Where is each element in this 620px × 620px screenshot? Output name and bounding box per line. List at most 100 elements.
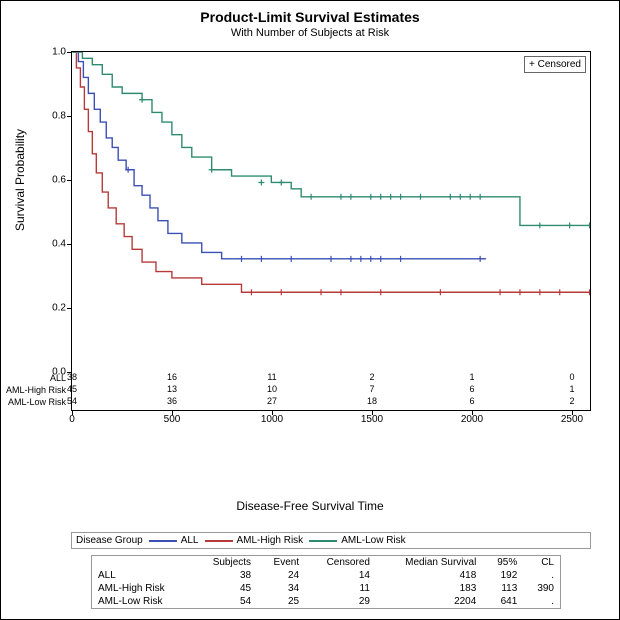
censored-mark [398, 256, 404, 262]
censored-mark [348, 194, 354, 200]
censored-mark [348, 256, 354, 262]
censored-mark [437, 289, 443, 295]
summary-row: AML-Low Risk5425292204641. [92, 595, 560, 608]
risk-value: 13 [167, 384, 177, 394]
summary-cell: 45 [193, 582, 257, 595]
y-axis-label: Survival Probability [13, 129, 27, 231]
summary-cell: AML-Low Risk [92, 595, 193, 608]
censored-mark [517, 289, 523, 295]
x-axis-label: Disease-Free Survival Time [210, 499, 410, 513]
summary-cell: 183 [376, 582, 482, 595]
censored-mark [248, 289, 254, 295]
censored-mark [318, 289, 324, 295]
summary-header: CL [523, 556, 560, 569]
summary-header [92, 556, 193, 569]
summary-cell: 38 [193, 569, 257, 582]
chart-subtitle: With Number of Subjects at Risk [1, 25, 619, 39]
censored-mark [278, 179, 284, 185]
legend-label: AML-High Risk [237, 535, 304, 546]
risk-value: 1 [469, 372, 474, 382]
censored-mark [258, 256, 264, 262]
risk-value: 7 [369, 384, 374, 394]
censored-mark [358, 256, 364, 262]
summary-cell: 113 [482, 582, 523, 595]
summary-header: 95% [482, 556, 523, 569]
censored-mark [288, 256, 294, 262]
censored-mark [378, 194, 384, 200]
censored-mark [587, 222, 590, 228]
summary-cell: 25 [257, 595, 305, 608]
censored-mark [328, 256, 334, 262]
censored-mark [338, 194, 344, 200]
summary-cell: ALL [92, 569, 193, 582]
summary-cell: 54 [193, 595, 257, 608]
legend-item: AML-High Risk [205, 535, 304, 546]
summary-cell: 29 [305, 595, 376, 608]
risk-value: 16 [167, 372, 177, 382]
risk-value: 0 [569, 372, 574, 382]
censored-mark [557, 289, 563, 295]
censored-mark [457, 194, 463, 200]
summary-cell: 24 [257, 569, 305, 582]
risk-value: 45 [67, 384, 77, 394]
chart-title: Product-Limit Survival Estimates [1, 1, 619, 25]
risk-value: 2 [369, 372, 374, 382]
summary-cell: 14 [305, 569, 376, 582]
summary-cell: . [523, 569, 560, 582]
censored-mark [209, 167, 215, 173]
censored-mark [467, 194, 473, 200]
risk-value: 54 [67, 396, 77, 406]
risk-value: 2 [569, 396, 574, 406]
censored-mark [388, 194, 394, 200]
summary-cell: AML-High Risk [92, 582, 193, 595]
censored-mark [497, 289, 503, 295]
legend-item: ALL [149, 535, 199, 546]
curve-ALL [72, 52, 486, 259]
summary-row: AML-High Risk453411183113390 [92, 582, 560, 595]
censored-mark [278, 289, 284, 295]
survival-curves [72, 52, 590, 410]
censored-mark [258, 179, 264, 185]
censored-mark [239, 256, 245, 262]
legend-label: ALL [181, 535, 199, 546]
summary-row: ALL382414418192. [92, 569, 560, 582]
legend-item: AML-Low Risk [309, 535, 405, 546]
censored-mark [139, 97, 145, 103]
censored-mark [338, 289, 344, 295]
censored-mark [537, 289, 543, 295]
censored-mark [368, 256, 374, 262]
risk-value: 36 [167, 396, 177, 406]
legend-swatch [309, 540, 337, 542]
summary-header: Event [257, 556, 305, 569]
risk-row: AML-High Risk451310761 [72, 384, 590, 396]
summary-table: SubjectsEventCensoredMedian Survival95%C… [91, 555, 561, 609]
summary-cell: . [523, 595, 560, 608]
legend: Disease Group ALL AML-High Risk AML-Low Ri… [71, 532, 591, 549]
risk-value: 10 [267, 384, 277, 394]
censored-mark [308, 194, 314, 200]
risk-value: 27 [267, 396, 277, 406]
risk-row: AML-Low Risk5436271862 [72, 396, 590, 408]
censored-mark [477, 194, 483, 200]
summary-header: Censored [305, 556, 376, 569]
risk-group-label: AML-High Risk [2, 385, 70, 395]
summary-cell: 192 [482, 569, 523, 582]
censored-mark [378, 289, 384, 295]
at-risk-table: ALL381611210AML-High Risk451310761AML-Lo… [72, 372, 590, 408]
chart-container: Product-Limit Survival Estimates With Nu… [0, 0, 620, 620]
summary-cell: 34 [257, 582, 305, 595]
censored-mark [447, 194, 453, 200]
summary-cell: 641 [482, 595, 523, 608]
legend-swatch [149, 540, 177, 542]
censored-mark [587, 289, 590, 295]
risk-value: 18 [367, 396, 377, 406]
risk-group-label: ALL [2, 373, 70, 383]
risk-row: ALL381611210 [72, 372, 590, 384]
legend-title: Disease Group [76, 535, 143, 546]
summary-cell: 418 [376, 569, 482, 582]
censored-mark [378, 256, 384, 262]
plot-area: + Censored 0.00.20.40.60.81.0 0500100015… [71, 51, 591, 411]
censored-mark [398, 194, 404, 200]
risk-group-label: AML-Low Risk [2, 397, 70, 407]
risk-value: 6 [469, 384, 474, 394]
